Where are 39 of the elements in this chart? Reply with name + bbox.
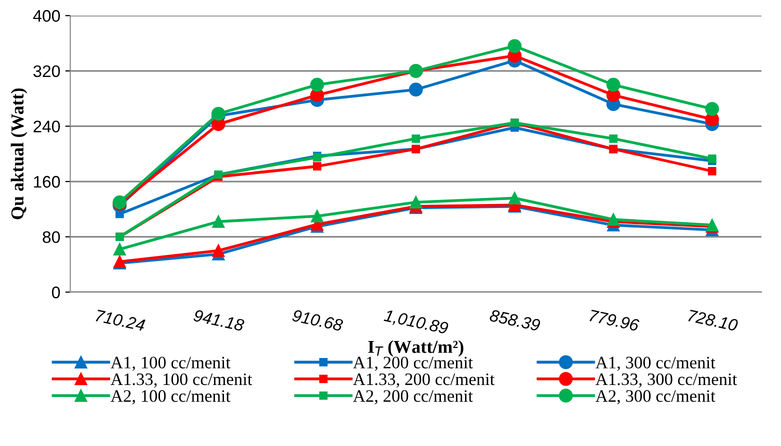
point [508, 39, 522, 53]
x-tick-label: 728.10 [688, 310, 738, 332]
legend-label: A2, 200 cc/menit [353, 390, 473, 404]
point [113, 243, 126, 256]
legend-label: A2, 300 cc/menit [596, 390, 716, 404]
point [508, 192, 521, 204]
point [606, 78, 620, 92]
point [212, 215, 225, 228]
legend-label: A1, 100 cc/menit [110, 356, 230, 371]
point [609, 134, 618, 143]
point [312, 162, 322, 170]
x-tick-label: 779.96 [589, 310, 640, 332]
legend-label: A1, 200 cc/menit [353, 356, 473, 371]
y-tick-label: 240 [34, 120, 60, 132]
point [708, 166, 716, 176]
x-tick-label: 941.18 [193, 309, 245, 332]
point [310, 78, 324, 92]
legend-label: A1, 300 cc/menit [596, 356, 716, 371]
x-tick-label: 1,010.89 [383, 309, 449, 336]
point [412, 134, 420, 143]
legend-label: A2, 100 cc/menit [110, 390, 230, 404]
y-tick-label: 160 [34, 176, 60, 188]
x-tick-label: 858.39 [489, 309, 541, 332]
x-tick-label: 710.24 [95, 310, 146, 332]
point [310, 210, 324, 222]
point [410, 196, 422, 209]
x-axis-title: I$_{T}$ (Watt/m²) [368, 340, 464, 357]
legend-label: A1.33, 200 cc/menit [353, 373, 495, 388]
point [408, 82, 423, 97]
y-tick-label: 320 [33, 65, 60, 78]
y-axis-title: Qu aktual (Watt) [10, 88, 28, 220]
point [212, 244, 225, 257]
x-tick-label: 910.68 [292, 309, 344, 332]
y-tick-label: 0 [52, 286, 60, 298]
y-tick-label: 80 [42, 231, 60, 244]
legend-label: A1.33, 100 cc/menit [110, 373, 252, 388]
point [705, 102, 720, 116]
legend-label: A1.33, 300 cc/menit [596, 373, 738, 388]
y-tick-label: 400 [33, 10, 60, 22]
